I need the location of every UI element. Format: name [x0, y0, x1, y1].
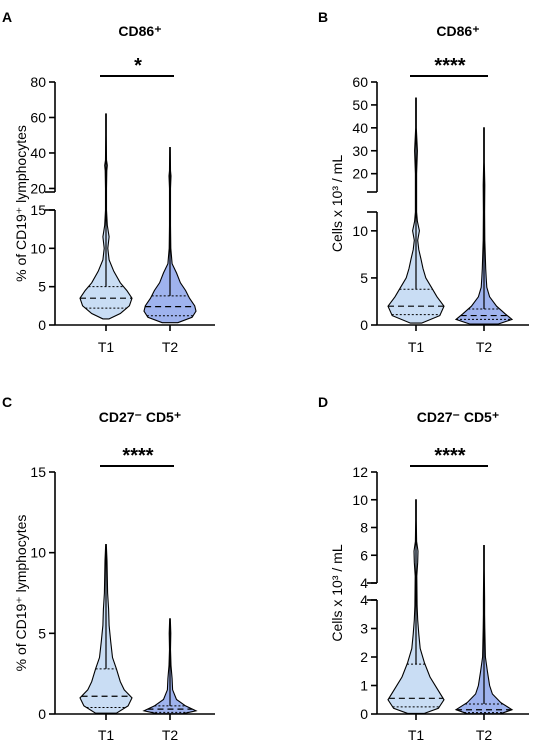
- violin-t2: [454, 127, 514, 325]
- x-tick-label: T2: [476, 339, 493, 355]
- y-tick-label: 10: [352, 223, 368, 239]
- violin-t2: [142, 618, 198, 715]
- y-tick-label: 0: [360, 706, 368, 722]
- y-tick-label: 20: [30, 180, 46, 196]
- y-tick-label: 0: [38, 706, 46, 722]
- y-tick-label: 40: [352, 120, 368, 136]
- violin-t1: [79, 113, 133, 320]
- y-tick-label: 60: [30, 109, 46, 125]
- x-tick-label: T1: [98, 339, 115, 355]
- y-tick-label: 20: [352, 166, 368, 182]
- violin-t1: [79, 544, 133, 714]
- significance-label: ****: [122, 445, 153, 467]
- x-tick-label: T1: [408, 339, 425, 355]
- y-axis-label: % of CD19⁺ lymphocytes: [13, 515, 29, 672]
- y-tick-label: 60: [352, 74, 368, 90]
- significance-label: ****: [434, 445, 465, 467]
- violin-t1: [387, 499, 445, 714]
- x-tick-label: T1: [408, 727, 425, 743]
- significance-label: *: [134, 55, 142, 77]
- panel-title: CD27⁻ CD5⁺: [417, 409, 499, 425]
- panel-title: CD86⁺: [436, 23, 479, 39]
- y-tick-label: 3: [360, 621, 368, 637]
- significance-label: ****: [434, 55, 465, 77]
- y-axis-label: Cells x 10³ / mL: [329, 155, 345, 252]
- panel-letter: D: [318, 394, 328, 410]
- y-tick-label: 10: [30, 240, 46, 256]
- violin-t2: [454, 544, 514, 715]
- y-tick-label: 6: [360, 547, 368, 563]
- panel-a: A CD86⁺ % of CD19⁺ lymphocytes 0 5 10 15 20 40 60…: [2, 9, 215, 355]
- violin-t2: [143, 147, 197, 324]
- y-tick-label: 4: [360, 575, 368, 591]
- y-tick-label: 2: [360, 649, 368, 665]
- panel-letter: B: [318, 9, 328, 25]
- x-tick-label: T2: [162, 727, 179, 743]
- y-tick-label: 10: [30, 545, 46, 561]
- panel-c: C CD27⁻ CD5⁺ % of CD19⁺ lymphocytes 0 5 10 15 T…: [2, 394, 215, 743]
- violin-t1: [387, 97, 445, 324]
- y-tick-label: 40: [30, 145, 46, 161]
- y-tick-label: 10: [352, 492, 368, 508]
- y-tick-label: 5: [38, 625, 46, 641]
- y-tick-label: 1: [360, 678, 368, 694]
- panel-title: CD27⁻ CD5⁺: [99, 409, 181, 425]
- x-tick-label: T2: [162, 339, 179, 355]
- y-tick-label: 50: [352, 97, 368, 113]
- y-tick-label: 15: [30, 464, 46, 480]
- y-tick-label: 5: [360, 270, 368, 286]
- panel-letter: C: [2, 394, 12, 410]
- panel-title: CD86⁺: [118, 23, 161, 39]
- x-tick-label: T1: [98, 727, 115, 743]
- y-tick-label: 12: [352, 464, 368, 480]
- y-tick-label: 8: [360, 520, 368, 536]
- y-tick-label: 5: [38, 279, 46, 295]
- y-axis-label: Cells x 10³ / mL: [329, 544, 345, 641]
- x-tick-label: T2: [476, 727, 493, 743]
- y-tick-label: 80: [30, 74, 46, 90]
- panel-b: B CD86⁺ Cells x 10³ / mL 0 5 10 20 30 40 50 60 T1 T2…: [318, 9, 529, 355]
- panel-letter: A: [2, 9, 12, 25]
- y-tick-label: 4: [360, 592, 368, 608]
- y-tick-label: 30: [352, 143, 368, 159]
- y-axis-label: % of CD19⁺ lymphocytes: [13, 125, 29, 282]
- y-tick-label: 15: [30, 202, 46, 218]
- y-tick-label: 0: [360, 317, 368, 333]
- y-tick-label: 0: [38, 317, 46, 333]
